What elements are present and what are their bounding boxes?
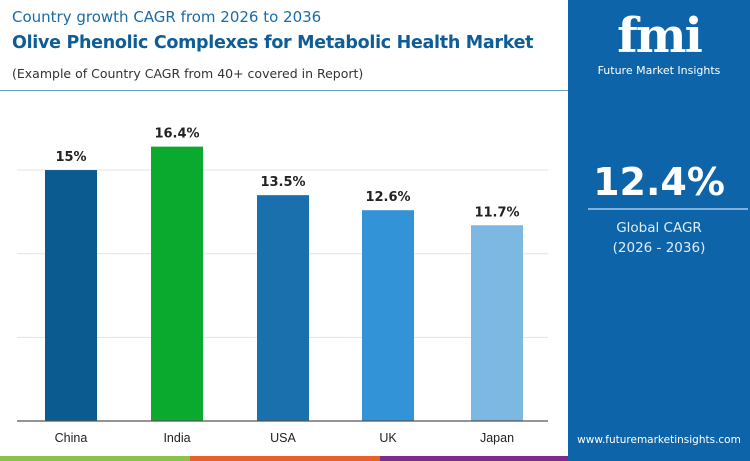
x-tick-label: India: [163, 431, 190, 445]
x-tick-label: UK: [379, 431, 397, 445]
bar-india: [151, 146, 203, 422]
global-cagr-value: 12.4%: [593, 160, 725, 204]
footer-stripe-green: [0, 456, 190, 461]
bar-uk: [362, 210, 414, 421]
x-tick-label: China: [55, 431, 88, 445]
divider: [588, 208, 748, 210]
x-tick-label: USA: [270, 431, 296, 445]
data-label: 16.4%: [154, 127, 199, 142]
chart-subtitle: Country growth CAGR from 2026 to 2036: [12, 8, 322, 26]
chart-title: Olive Phenolic Complexes for Metabolic H…: [12, 33, 534, 53]
data-label: 13.5%: [260, 175, 305, 190]
period-label: (2026 - 2036): [612, 240, 706, 256]
fmi-logo: fmi Future Market Insights: [597, 8, 721, 77]
footer-stripe-purple: [380, 456, 568, 461]
data-label: 12.6%: [365, 190, 410, 205]
data-label: 11.7%: [474, 205, 519, 220]
footer-stripe-orange: [190, 456, 380, 461]
chart-note: (Example of Country CAGR from 40+ covere…: [12, 66, 364, 81]
global-cagr-label: Global CAGR: [616, 220, 702, 236]
divider: [0, 90, 568, 91]
bar-china: [45, 170, 97, 421]
data-label: 15%: [55, 150, 86, 165]
bar-japan: [471, 225, 523, 421]
x-tick-label: Japan: [480, 431, 514, 445]
bar-chart: 15% China 16.4% India 13.5% USA 12.6% UK 11.7% Ja…: [17, 127, 548, 445]
summary-panel: fmi Future Market Insights 12.4% Global …: [568, 0, 750, 461]
website-link[interactable]: www.futuremarketinsights.com: [577, 434, 741, 446]
bar-usa: [257, 195, 309, 421]
